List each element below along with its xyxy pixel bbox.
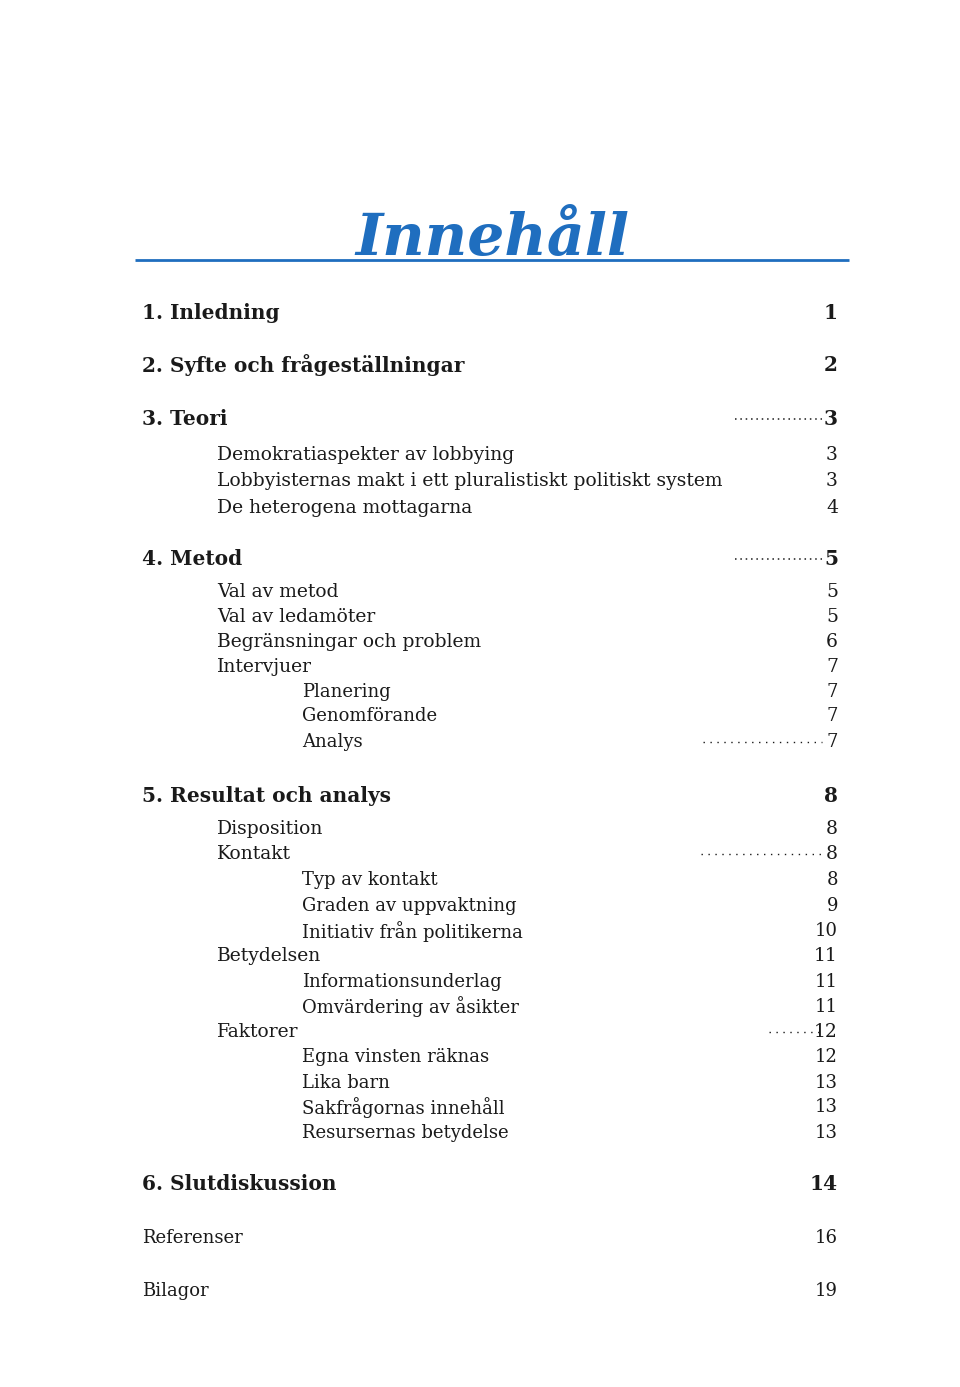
Text: Val av ledamöter: Val av ledamöter	[217, 608, 375, 626]
Text: 5: 5	[826, 608, 838, 626]
Text: Genomförande: Genomförande	[302, 707, 438, 725]
Text: 3. Teori: 3. Teori	[142, 409, 228, 429]
Text: 19: 19	[815, 1282, 838, 1300]
Text: De heterogena mottagarna: De heterogena mottagarna	[217, 498, 472, 516]
Text: Begränsningar och problem: Begränsningar och problem	[217, 632, 481, 651]
Text: Demokratiaspekter av lobbying: Demokratiaspekter av lobbying	[217, 447, 514, 465]
Text: 16: 16	[815, 1229, 838, 1247]
Text: 5. Resultat och analys: 5. Resultat och analys	[142, 786, 392, 806]
Text: 12: 12	[814, 1024, 838, 1040]
Text: Graden av uppvaktning: Graden av uppvaktning	[302, 896, 516, 914]
Text: 10: 10	[815, 922, 838, 940]
Text: 6. Slutdiskussion: 6. Slutdiskussion	[142, 1175, 337, 1194]
Text: Planering: Planering	[302, 682, 391, 700]
Text: 8: 8	[824, 786, 838, 806]
Text: 13: 13	[815, 1074, 838, 1092]
Text: Val av metod: Val av metod	[217, 584, 338, 601]
Text: 7: 7	[826, 657, 838, 675]
Text: 4: 4	[826, 498, 838, 516]
Text: 8: 8	[826, 820, 838, 838]
Text: Betydelsen: Betydelsen	[217, 947, 321, 965]
Text: Informationsunderlag: Informationsunderlag	[302, 972, 502, 990]
Text: Kontakt: Kontakt	[217, 845, 291, 863]
Text: Lika barn: Lika barn	[302, 1074, 390, 1092]
Text: 12: 12	[815, 1049, 838, 1067]
Text: 5: 5	[826, 584, 838, 601]
Text: 13: 13	[815, 1099, 838, 1117]
Text: 2. Syfte och frågeställningar: 2. Syfte och frågeställningar	[142, 354, 465, 376]
Text: Omvärdering av åsikter: Omvärdering av åsikter	[302, 996, 519, 1017]
Text: 8: 8	[826, 845, 838, 863]
Text: 9: 9	[827, 896, 838, 914]
Text: Bilagor: Bilagor	[142, 1282, 209, 1300]
Text: Typ av kontakt: Typ av kontakt	[302, 871, 438, 889]
Text: 3: 3	[824, 409, 838, 429]
Text: 1. Inledning: 1. Inledning	[142, 302, 280, 323]
Text: Faktorer: Faktorer	[217, 1024, 299, 1040]
Text: 7: 7	[827, 732, 838, 750]
Text: 3: 3	[827, 472, 838, 490]
Text: Disposition: Disposition	[217, 820, 324, 838]
Text: 13: 13	[815, 1123, 838, 1142]
Text: 7: 7	[827, 682, 838, 700]
Text: 14: 14	[810, 1175, 838, 1194]
Text: 7: 7	[827, 707, 838, 725]
Text: Analys: Analys	[302, 732, 363, 750]
Text: Lobbyisternas makt i ett pluralistiskt politiskt system: Lobbyisternas makt i ett pluralistiskt p…	[217, 472, 722, 490]
Text: 11: 11	[815, 972, 838, 990]
Text: 1: 1	[824, 302, 838, 323]
Text: Innehåll: Innehåll	[355, 211, 629, 268]
Text: 2: 2	[824, 355, 838, 374]
Text: Resursernas betydelse: Resursernas betydelse	[302, 1123, 509, 1142]
Text: Initiativ från politikerna: Initiativ från politikerna	[302, 921, 523, 942]
Text: 5: 5	[824, 549, 838, 569]
Text: 6: 6	[827, 632, 838, 651]
Text: 8: 8	[827, 871, 838, 889]
Text: 3: 3	[827, 447, 838, 465]
Text: Sakfrågornas innehåll: Sakfrågornas innehåll	[302, 1097, 505, 1118]
Text: 11: 11	[815, 997, 838, 1015]
Text: Egna vinsten räknas: Egna vinsten räknas	[302, 1049, 490, 1067]
Text: Intervjuer: Intervjuer	[217, 657, 312, 675]
Text: 4. Metod: 4. Metod	[142, 549, 243, 569]
Text: 11: 11	[814, 947, 838, 965]
Text: Referenser: Referenser	[142, 1229, 243, 1247]
